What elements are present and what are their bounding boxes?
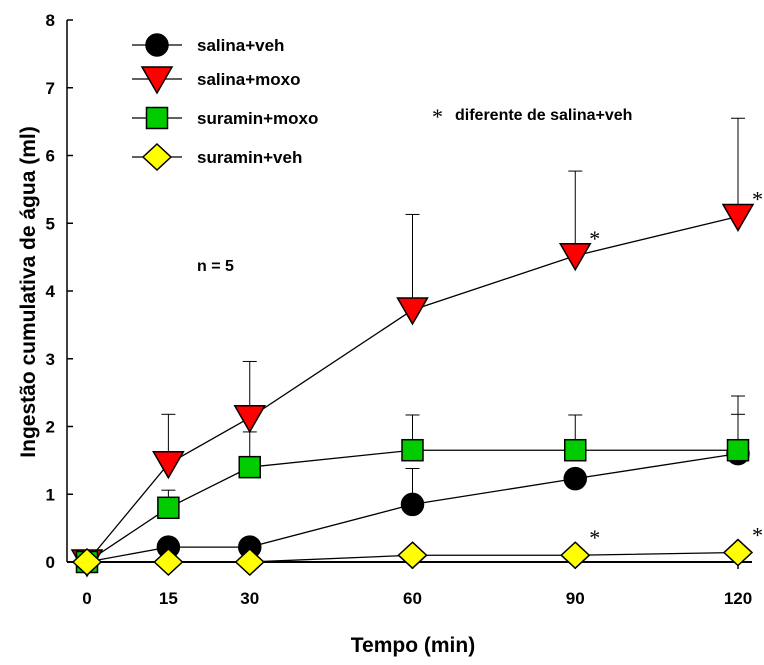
significance-star: * xyxy=(589,226,600,251)
data-point-suramin-moxo xyxy=(157,496,180,520)
data-point-suramin-moxo xyxy=(726,438,750,462)
x-tick-label: 0 xyxy=(82,589,91,608)
series-line-salina-veh xyxy=(86,452,739,563)
y-tick-label: 3 xyxy=(46,350,55,369)
data-point-salina-moxo xyxy=(558,243,592,272)
data-point-salina-moxo xyxy=(721,203,755,232)
y-tick-label: 5 xyxy=(46,214,55,233)
data-point-suramin-veh xyxy=(71,547,103,577)
x-tick-label: 15 xyxy=(159,589,178,608)
data-point-suramin-moxo xyxy=(401,438,424,462)
y-axis-label: Ingestão cumulativa de água (ml) xyxy=(17,126,40,457)
significance-star: * xyxy=(752,523,763,548)
significance-note: diferente de salina+veh xyxy=(455,107,632,124)
legend-label: suramin+moxo xyxy=(197,109,318,128)
n-label: n = 5 xyxy=(197,258,234,275)
y-tick-label: 6 xyxy=(46,147,55,166)
data-point-suramin-veh xyxy=(722,538,754,567)
legend-marker xyxy=(145,33,169,57)
data-point-salina-moxo xyxy=(152,451,185,480)
x-tick-label: 30 xyxy=(240,589,259,608)
data-point-salina-veh xyxy=(400,492,425,517)
data-point-suramin-moxo xyxy=(238,455,261,479)
data-point-suramin-veh xyxy=(153,547,184,577)
significance-star: * xyxy=(589,525,600,550)
y-tick-label: 4 xyxy=(46,282,56,301)
y-tick-label: 7 xyxy=(46,79,55,98)
y-tick-label: 1 xyxy=(46,485,55,504)
data-point-salina-moxo xyxy=(233,404,267,434)
series-lines xyxy=(86,215,739,563)
error-bars xyxy=(161,117,745,508)
y-tick-label: 2 xyxy=(46,418,55,437)
y-tick-label: 8 xyxy=(46,11,55,30)
x-tick-label: 90 xyxy=(566,589,585,608)
x-tick-label: 60 xyxy=(403,589,422,608)
data-point-salina-moxo xyxy=(396,297,429,326)
data-point-suramin-veh xyxy=(560,541,591,570)
annotations: * diferente de salina+veh n = 5 * * * * xyxy=(197,104,763,550)
legend-marker xyxy=(140,66,174,95)
significance-note-star: * xyxy=(432,104,443,129)
legend-marker xyxy=(145,106,169,130)
y-tick-label: 0 xyxy=(46,553,55,572)
data-point-suramin-moxo xyxy=(564,438,587,462)
legend-label: salina+moxo xyxy=(197,70,300,89)
x-axis-label: Tempo (min) xyxy=(351,634,475,657)
series-line-salina-moxo xyxy=(86,215,739,563)
legend: salina+veh salina+moxo suramin+moxo suramin… xyxy=(132,33,318,172)
series-markers xyxy=(70,203,755,578)
data-point-suramin-veh xyxy=(397,541,428,570)
data-point-suramin-veh xyxy=(234,547,265,577)
series-line-suramin-moxo xyxy=(86,449,738,563)
legend-marker xyxy=(141,142,173,172)
x-tick-label: 120 xyxy=(724,589,752,608)
legend-label: suramin+veh xyxy=(197,148,302,167)
data-point-salina-veh xyxy=(563,466,587,491)
significance-star: * xyxy=(752,186,763,211)
legend-label: salina+veh xyxy=(197,36,284,55)
